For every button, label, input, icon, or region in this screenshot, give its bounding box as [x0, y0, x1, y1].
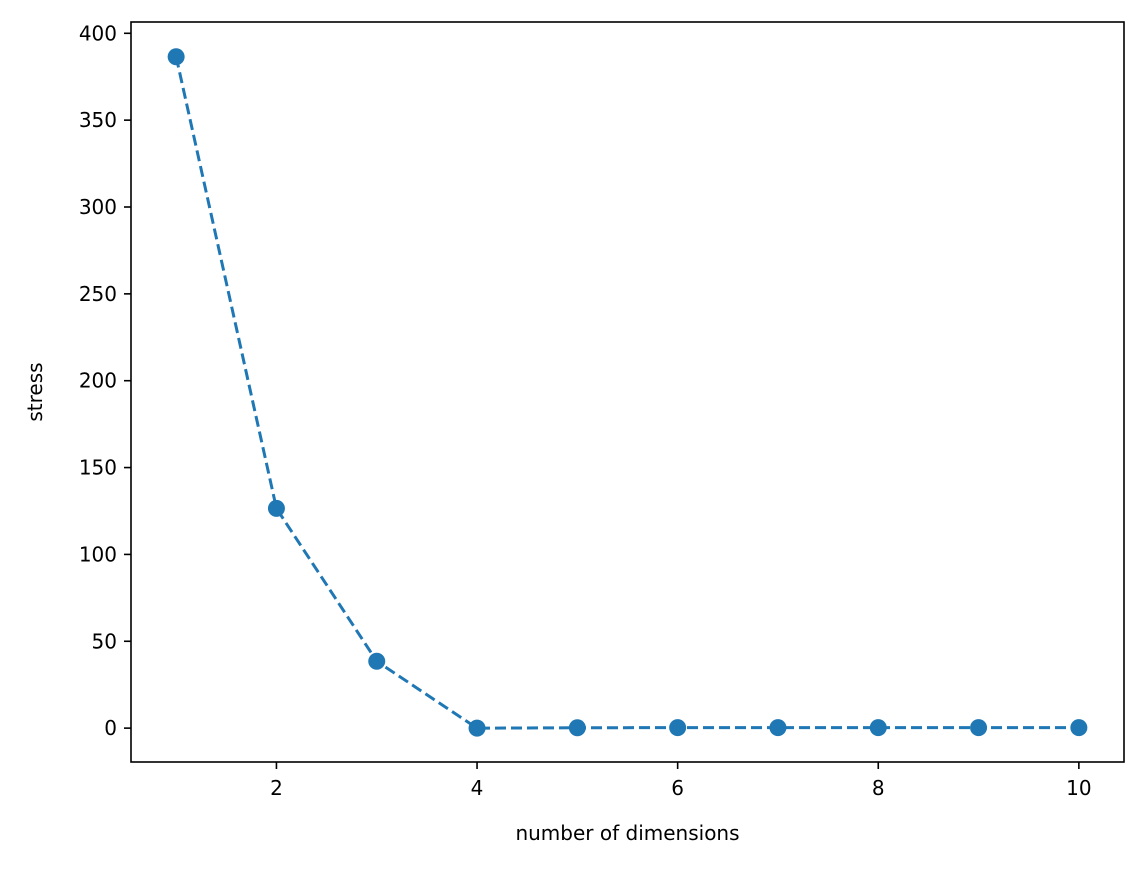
data-point	[669, 719, 687, 737]
y-tick-label: 350	[79, 108, 117, 132]
data-point	[468, 719, 486, 737]
y-axis-label: stress	[23, 362, 47, 421]
data-point	[167, 48, 185, 66]
plot-frame	[130, 21, 1125, 763]
x-tick-label: 4	[471, 776, 484, 800]
y-tick-label: 100	[79, 542, 117, 566]
y-tick-label: 50	[92, 629, 117, 653]
data-point	[368, 652, 386, 670]
x-tick-label: 6	[671, 776, 684, 800]
y-tick-label: 200	[79, 369, 117, 393]
x-axis: 2 4 6 8 10	[270, 762, 1092, 800]
y-tick-label: 0	[104, 716, 117, 740]
y-tick-label: 150	[79, 456, 117, 480]
data-point	[267, 499, 285, 517]
x-tick-label: 2	[270, 776, 283, 800]
y-tick-label: 400	[79, 21, 117, 45]
x-axis-label: number of dimensions	[515, 821, 739, 845]
x-tick-label: 8	[872, 776, 885, 800]
y-axis: 0 50 100 150 200 250 300 350 400	[79, 21, 131, 740]
y-tick-label: 300	[79, 195, 117, 219]
data-point	[1070, 719, 1088, 737]
data-point	[568, 719, 586, 737]
x-tick-label: 10	[1066, 776, 1091, 800]
data-point	[970, 719, 988, 737]
data-point	[769, 719, 787, 737]
y-tick-label: 250	[79, 282, 117, 306]
data-point	[869, 719, 887, 737]
series-line	[174, 56, 1079, 730]
plot-area	[167, 48, 1088, 737]
